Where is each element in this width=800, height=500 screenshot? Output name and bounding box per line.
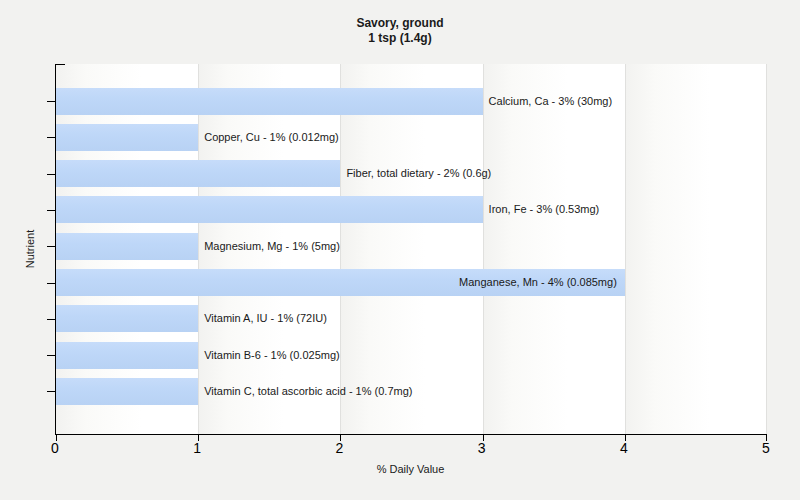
- bar-label: Fiber, total dietary - 2% (0.6g): [346, 160, 491, 187]
- x-tick-label-0: 0: [51, 440, 59, 456]
- gridline-5: [766, 64, 767, 434]
- y-tick: [47, 210, 55, 211]
- gridline-4: [625, 64, 626, 434]
- chart-title-line2: 1 tsp (1.4g): [0, 31, 800, 46]
- x-tick-label-5: 5: [762, 440, 770, 456]
- y-tick: [47, 101, 55, 102]
- bar: [56, 124, 198, 151]
- bar-label: Calcium, Ca - 3% (30mg): [489, 88, 612, 115]
- nutrient-daily-value-chart: Savory, ground 1 tsp (1.4g) Nutrient Cal…: [0, 0, 800, 500]
- bar-label: Vitamin A, IU - 1% (72IU): [204, 305, 327, 332]
- bar-label: Copper, Cu - 1% (0.012mg): [204, 124, 339, 151]
- bar: [56, 160, 340, 187]
- bar-label: Vitamin C, total ascorbic acid - 1% (0.7…: [204, 378, 412, 405]
- gridline-3: [483, 64, 484, 434]
- bar-label: Iron, Fe - 3% (0.53mg): [489, 196, 600, 223]
- bar: [56, 342, 198, 369]
- y-tick: [47, 137, 55, 138]
- y-tick: [47, 391, 55, 392]
- bar: [56, 378, 198, 405]
- bar: [56, 88, 483, 115]
- y-tick: [47, 355, 55, 356]
- chart-title-line1: Savory, ground: [0, 16, 800, 31]
- bar-label: Magnesium, Mg - 1% (5mg): [204, 233, 340, 260]
- y-axis-top-tick: [56, 64, 65, 65]
- y-tick: [47, 319, 55, 320]
- x-axis-tick-labels: 0 1 2 3 4 5: [55, 440, 766, 456]
- x-tick-label-1: 1: [193, 440, 201, 456]
- bar-label: Manganese, Mn - 4% (0.085mg): [459, 269, 617, 296]
- x-tick-label-3: 3: [478, 440, 486, 456]
- x-axis-title: % Daily Value: [55, 463, 766, 475]
- gridline-1: [198, 64, 199, 434]
- bar: [56, 196, 483, 223]
- bar-label: Vitamin B-6 - 1% (0.025mg): [204, 342, 340, 369]
- y-tick: [47, 283, 55, 284]
- y-tick: [47, 174, 55, 175]
- plot-area: Calcium, Ca - 3% (30mg) Copper, Cu - 1% (…: [55, 64, 767, 435]
- bar: [56, 233, 198, 260]
- x-tick-label-4: 4: [620, 440, 628, 456]
- y-axis-title: Nutrient: [24, 230, 36, 269]
- x-tick-label-2: 2: [335, 440, 343, 456]
- bar: [56, 305, 198, 332]
- chart-title: Savory, ground 1 tsp (1.4g): [0, 16, 800, 46]
- y-tick: [47, 246, 55, 247]
